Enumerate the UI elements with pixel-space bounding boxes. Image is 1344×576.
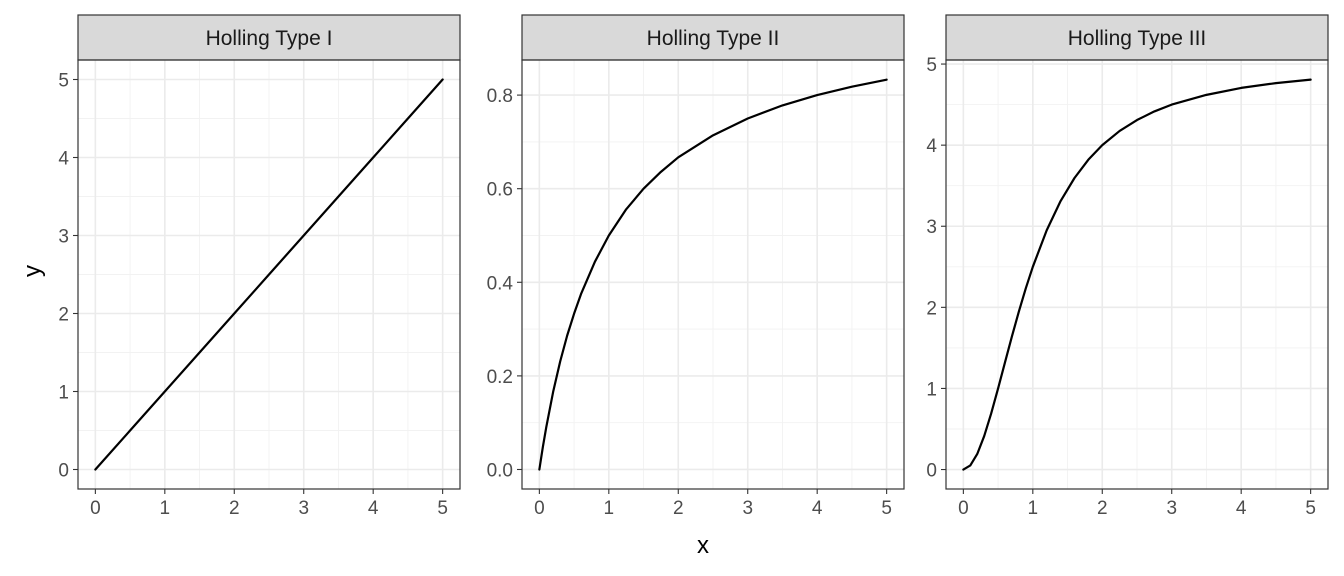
x-tick-label: 3 (742, 498, 753, 519)
y-tick-label: 0.6 (487, 180, 513, 201)
x-axis-title: x (697, 532, 709, 559)
panel-title: Holling Type II (647, 27, 780, 50)
panel-type-1: Holling Type I 0 1 2 3 4 5 0 1 2 3 4 5 (58, 14, 461, 520)
panel-strip (521, 14, 905, 61)
panel-border (521, 59, 905, 490)
y-axis-title: y (19, 265, 46, 277)
x-tick-label: 2 (673, 498, 684, 519)
y-tick-label: 4 (926, 136, 937, 157)
x-tick-label: 0 (534, 498, 545, 519)
y-tick-label: 4 (58, 149, 69, 170)
panel-axes: 0 1 2 3 4 5 0 1 2 3 4 5 (58, 71, 448, 520)
x-tick-label: 3 (298, 498, 309, 519)
series-line (962, 78, 1312, 471)
panel-grid (946, 60, 1328, 489)
y-tick-label: 0.8 (487, 86, 513, 107)
x-tick-label: 4 (1236, 498, 1247, 519)
x-tick-label: 3 (1166, 498, 1177, 519)
panel-border (77, 59, 461, 490)
panel-grid (78, 60, 460, 489)
y-tick-label: 3 (926, 217, 937, 238)
series-line (538, 78, 888, 471)
panel-type-3: Holling Type III 0 1 2 3 4 5 0 1 2 3 4 5 (926, 14, 1329, 519)
y-tick-label: 2 (926, 298, 937, 319)
panel-border (945, 59, 1329, 490)
y-tick-label: 2 (58, 305, 69, 326)
y-tick-label: 0.4 (487, 273, 514, 294)
x-tick-label: 0 (958, 498, 969, 519)
y-tick-label: 5 (58, 71, 69, 92)
y-tick-label: 1 (58, 383, 69, 404)
x-tick-label: 5 (437, 498, 448, 519)
x-tick-label: 0 (90, 498, 101, 519)
x-tick-label: 1 (160, 498, 171, 519)
panel-strip (945, 14, 1329, 61)
panel-title: Holling Type III (1068, 27, 1207, 50)
y-tick-label: 0 (58, 461, 69, 482)
x-tick-label: 1 (604, 498, 615, 519)
y-tick-label: 5 (926, 55, 937, 76)
x-tick-label: 2 (229, 498, 240, 519)
panel-axes: 0 1 2 3 4 5 0 1 2 3 4 5 (926, 55, 1316, 519)
series-line (94, 78, 444, 471)
x-tick-label: 5 (881, 498, 892, 519)
x-tick-label: 1 (1028, 498, 1039, 519)
y-tick-label: 0.0 (487, 460, 513, 481)
panel-axes: 0 1 2 3 4 5 0.0 0.2 0.4 0.6 0.8 (487, 86, 892, 519)
panel-title: Holling Type I (206, 27, 333, 50)
x-tick-label: 2 (1097, 498, 1108, 519)
x-tick-label: 4 (368, 498, 379, 519)
y-tick-label: 0.2 (487, 367, 513, 388)
panel-grid (522, 60, 904, 489)
y-tick-label: 3 (58, 227, 69, 248)
x-tick-label: 5 (1305, 498, 1316, 519)
y-tick-label: 0 (926, 461, 937, 482)
x-tick-label: 4 (812, 498, 823, 519)
panel-type-2: Holling Type II 0 1 2 3 4 5 0.0 0.2 0.4 0.6 0.8 (487, 14, 905, 519)
y-tick-label: 1 (926, 379, 937, 400)
